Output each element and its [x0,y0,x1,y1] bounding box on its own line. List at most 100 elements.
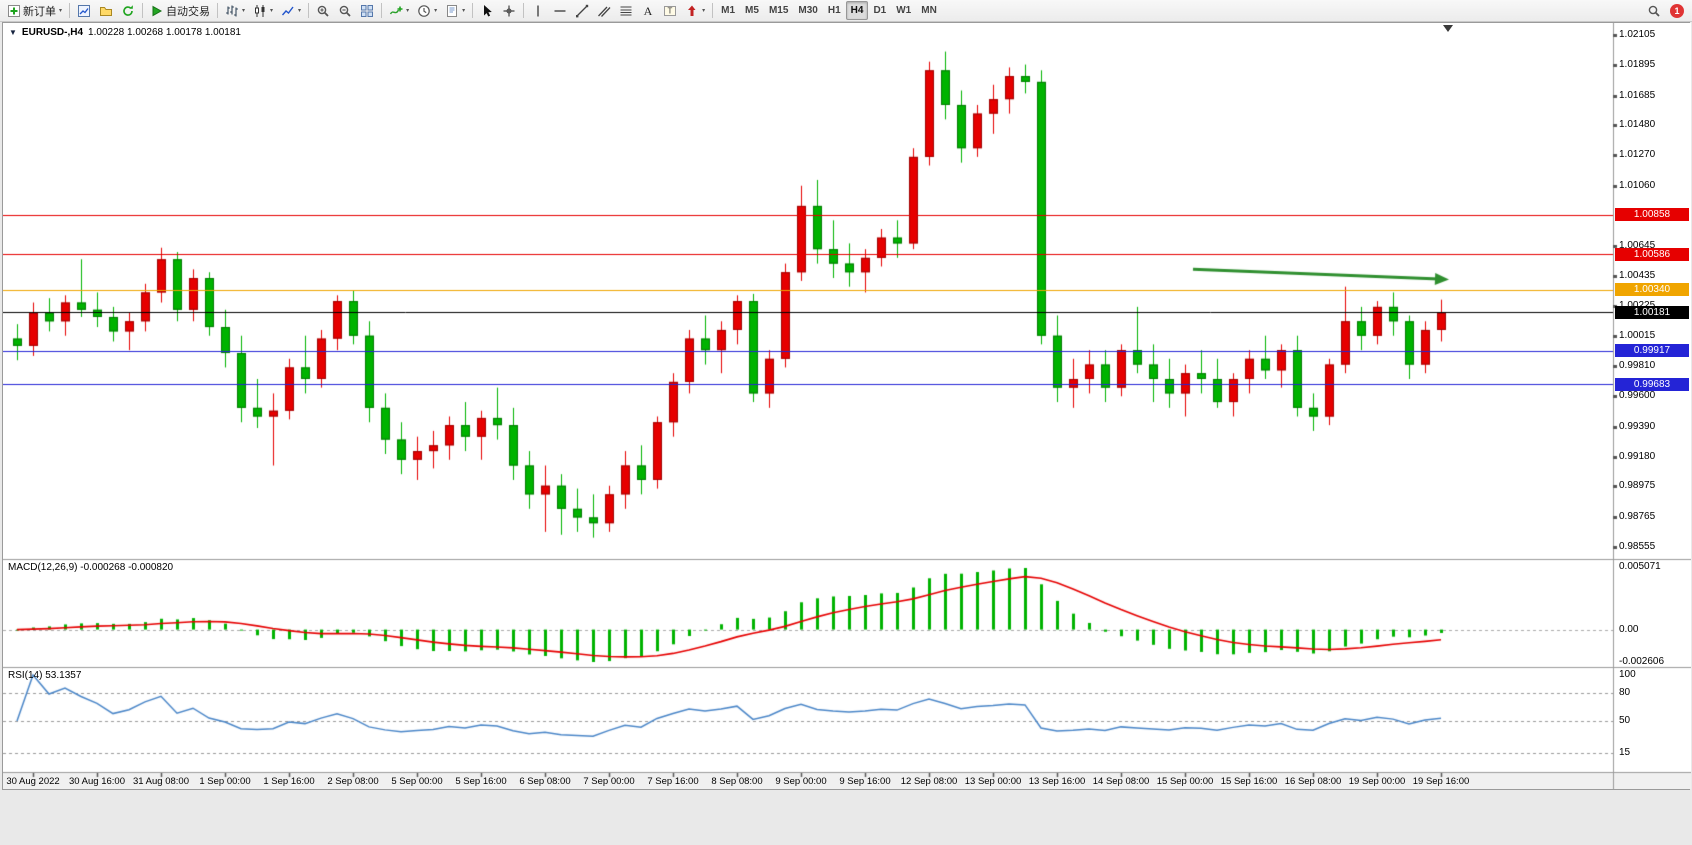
fibonacci-icon [619,4,633,18]
price-axis-tick: 0.98975 [1619,480,1656,492]
timeframe-button-m1[interactable]: M1 [721,5,736,16]
charts-button[interactable] [73,0,95,21]
crosshair-icon [502,4,516,18]
zoom-in-button[interactable] [312,0,334,21]
arrows-button[interactable]: ▾ [681,0,709,21]
time-axis-label: 1 Sep 00:00 [199,776,251,787]
crosshair-button[interactable] [498,0,520,21]
price-axis-tick: 1.01270 [1619,149,1656,161]
text-label-icon: T [663,4,677,18]
profiles-button[interactable] [95,0,117,21]
time-axis-label: 14 Sep 08:00 [1092,776,1150,787]
macd-name: MACD(12,26,9) [8,562,78,573]
vertical-line-button[interactable] [527,0,549,21]
timeframe-toolbar: M1 M5 M15 M30 H1 H4 D1 W1 MN [716,1,942,20]
rsi-scale-label: 50 [1619,715,1631,726]
auto-trading-button[interactable]: 自动交易 [146,0,214,21]
price-axis-tick: 1.00225 [1619,300,1655,311]
dropdown-arrow-icon: ▾ [59,8,63,14]
templates-button[interactable]: ▾ [441,0,469,21]
search-button[interactable] [1643,0,1665,21]
zoom-out-button[interactable] [334,0,356,21]
refresh-button[interactable] [117,0,139,21]
macd-scale-max: 0.005071 [1619,561,1661,572]
timeframe-button-w1[interactable]: W1 [896,5,912,16]
dropdown-arrow-icon: ▾ [242,8,246,14]
time-axis-label: 12 Sep 08:00 [900,776,958,787]
indicators-icon [389,4,403,18]
price-level-badge: 1.00586 [1615,247,1689,261]
time-axis-label: 9 Sep 00:00 [775,776,827,787]
dropdown-arrow-icon: ▾ [406,8,410,14]
time-axis-label: 15 Sep 00:00 [1156,776,1214,787]
timeframe-button-d1[interactable]: D1 [873,5,887,16]
price-axis-tick: 1.00645 [1619,239,1656,251]
time-axis-label: 8 Sep 08:00 [711,776,763,787]
timeframe-button-h1[interactable]: H1 [827,5,841,16]
macd-scale-zero: 0.00 [1619,623,1639,635]
indicators-button[interactable]: ▾ [385,0,413,21]
toolbar-separator [472,3,474,18]
price-axis-tick: 1.01895 [1619,59,1656,71]
time-axis-label: 7 Sep 00:00 [583,776,635,787]
timeframe-button-m30[interactable]: M30 [798,5,818,16]
time-axis-label: 6 Sep 08:00 [519,776,571,787]
chart-symbol-period: EURUSD-,H4 [21,27,84,38]
chart-menu-icon[interactable]: ▼ [9,28,17,37]
price-chart-canvas[interactable] [3,23,1691,789]
price-axis-tick: 0.99810 [1619,360,1656,371]
auto-trading-button-label: 自动交易 [166,5,211,18]
time-axis-label: 1 Sep 16:00 [263,776,315,787]
horizontal-line-icon [553,4,567,18]
template-icon [445,4,459,18]
cursor-button[interactable] [476,0,498,21]
timeframe-button-m15[interactable]: M15 [768,5,789,16]
time-axis-label: 7 Sep 16:00 [647,776,699,787]
toolbar-separator [712,3,714,18]
time-axis-label: 2 Sep 08:00 [327,776,379,787]
dropdown-arrow-icon: ▾ [702,8,706,14]
chart-shift-marker[interactable] [1443,25,1453,32]
text-button[interactable]: A [637,0,659,21]
toolbar-separator [217,3,219,18]
candlestick-button[interactable]: ▾ [249,0,277,21]
dropdown-arrow-icon: ▾ [270,8,274,14]
toolbar-right-area: 1 [1643,0,1689,21]
new-order-button[interactable]: 新订单 ▾ [3,0,66,21]
timeframe-button-m5[interactable]: M5 [745,5,759,16]
trendline-button[interactable] [571,0,593,21]
price-axis-tick: 1.01060 [1619,179,1656,191]
price-axis-tick: 1.01685 [1619,89,1656,101]
svg-text:A: A [644,4,653,18]
profiles-icon [99,4,113,18]
price-axis-tick: 0.98555 [1619,541,1656,553]
text-icon: A [641,4,655,18]
horizontal-line-button[interactable] [549,0,571,21]
new-order-icon [7,4,21,18]
time-axis-label: 13 Sep 00:00 [964,776,1022,787]
time-axis-label: 30 Aug 16:00 [69,776,125,787]
fibonacci-button[interactable] [615,0,637,21]
timeframe-button-h4[interactable]: H4 [845,1,869,20]
chart-title: ▼ EURUSD-,H4 1.00228 1.00268 1.00178 1.0… [9,27,241,38]
channel-button[interactable] [593,0,615,21]
rsi-value: 53.1357 [45,670,82,681]
price-level-badge: 1.00340 [1615,283,1689,297]
notification-badge[interactable]: 1 [1670,3,1684,18]
periods-button[interactable]: ▾ [413,0,441,21]
price-level-badge: 1.00858 [1615,208,1689,222]
svg-text:T: T [668,6,673,15]
line-chart-button[interactable]: ▾ [277,0,305,21]
new-order-button-label: 新订单 [23,5,56,18]
timeframe-button-mn[interactable]: MN [921,5,937,16]
bar-chart-button[interactable]: ▾ [221,0,249,21]
time-axis-label: 5 Sep 00:00 [391,776,443,787]
price-axis-tick: 0.99180 [1619,450,1656,462]
tile-windows-button[interactable] [356,0,378,21]
price-axis-tick: 1.02105 [1619,29,1656,40]
dropdown-arrow-icon: ▾ [462,8,466,14]
macd-indicator-label: MACD(12,26,9) -0.000268 -0.000820 [8,562,173,573]
text-label-button[interactable]: T [659,0,681,21]
autotrading-icon [150,4,164,18]
